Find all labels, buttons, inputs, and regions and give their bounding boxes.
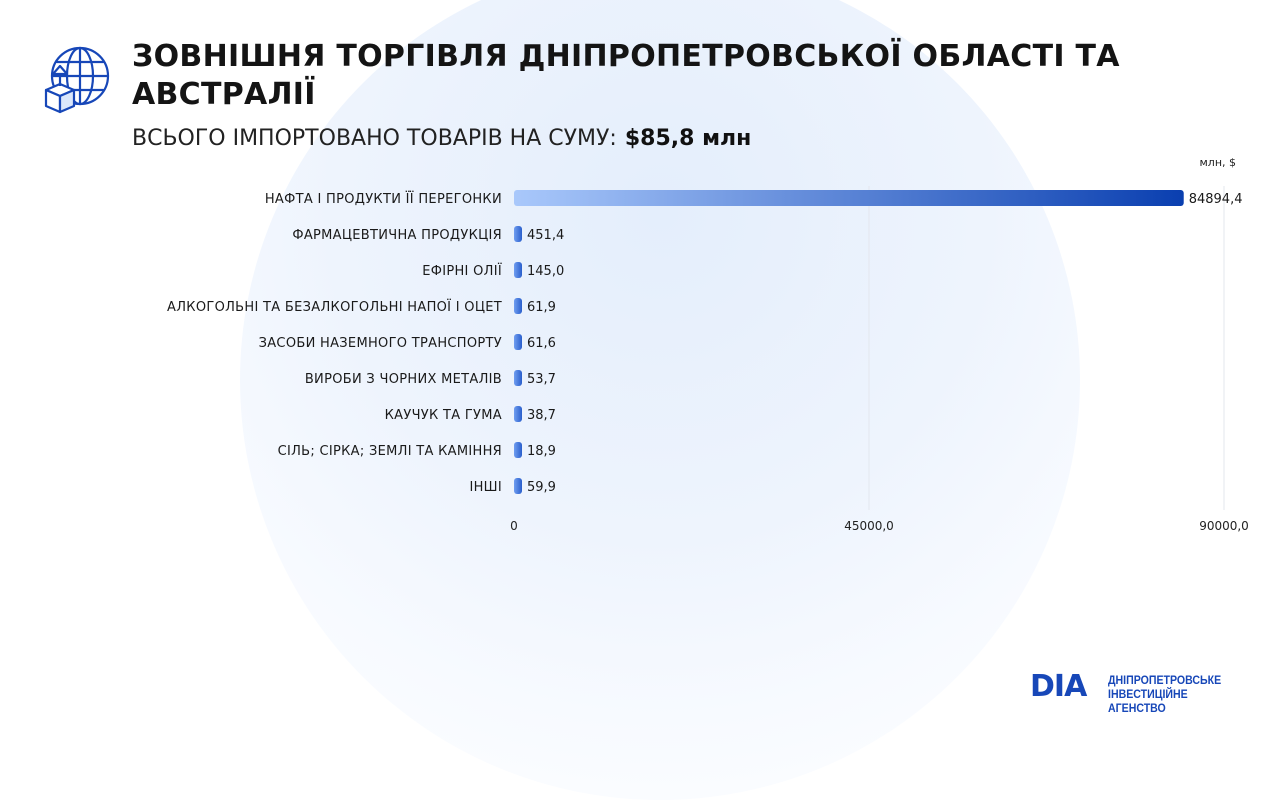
category-label: ЗАСОБИ НАЗЕМНОГО ТРАНСПОРТУ [259, 336, 502, 351]
category-label: ЕФІРНІ ОЛІЇ [422, 263, 502, 279]
x-tick-label: 0 [510, 519, 518, 533]
bar [514, 406, 522, 422]
value-label: 18,9 [527, 444, 556, 459]
value-label: 145,0 [527, 264, 564, 279]
bar [514, 190, 1184, 206]
category-label: СІЛЬ; СІРКА; ЗЕМЛІ ТА КАМІННЯ [278, 444, 502, 459]
import-summary: ВСЬОГО ІМПОРТОВАНО ТОВАРІВ НА СУМУ: $85,8… [132, 126, 751, 151]
gridlines [868, 186, 1225, 510]
value-label: 53,7 [527, 372, 556, 387]
import-bar-chart: НАФТА І ПРОДУКТИ ЇЇ ПЕРЕГОНКИ ФАРМАЦЕВТИЧ… [167, 186, 1249, 533]
value-label: 61,6 [527, 336, 556, 351]
bars [514, 190, 1184, 494]
logo-text: ДНІПРОПЕТРОВСЬКЕ ІНВЕСТИЦІЙНЕ АГЕНСТВО [1108, 674, 1237, 716]
bar [514, 334, 522, 350]
bar [514, 262, 522, 278]
summary-amount: $85,8 млн [624, 126, 752, 151]
x-tick-label: 45000,0 [844, 519, 894, 533]
bar [514, 478, 522, 494]
background-circle [240, 0, 1080, 800]
category-labels: НАФТА І ПРОДУКТИ ЇЇ ПЕРЕГОНКИ ФАРМАЦЕВТИЧ… [167, 191, 502, 495]
value-label: 84894,4 [1189, 192, 1243, 207]
x-axis-ticks: 0 45000,0 90000,0 [510, 519, 1249, 533]
value-label: 59,9 [527, 480, 556, 495]
value-label: 38,7 [527, 408, 556, 423]
page-title: ЗОВНІШНЯ ТОРГІВЛЯ ДНІПРОПЕТРОВСЬКОЇ ОБЛА… [132, 39, 1120, 112]
category-label: ВИРОБИ З ЧОРНИХ МЕТАЛІВ [305, 372, 502, 387]
value-label: 61,9 [527, 300, 556, 315]
logo-mark: DIA [1030, 669, 1087, 704]
bar [514, 370, 522, 386]
category-label: НАФТА І ПРОДУКТИ ЇЇ ПЕРЕГОНКИ [265, 191, 502, 207]
unit-label: млн, $ [1199, 156, 1236, 169]
value-labels: 84894,4 451,4 145,0 61,9 61,6 53,7 38,7 18,9 59,… [527, 192, 1242, 495]
category-label: ІНШІ [469, 480, 502, 495]
category-label: КАУЧУК ТА ГУМА [385, 408, 502, 423]
bar [514, 298, 522, 314]
logo-line-2: ІНВЕСТИЦІЙНЕ АГЕНСТВО [1108, 689, 1188, 715]
bar [514, 226, 522, 242]
x-tick-label: 90000,0 [1199, 519, 1249, 533]
bar [514, 442, 522, 458]
value-label: 451,4 [527, 228, 564, 243]
category-label: ФАРМАЦЕВТИЧНА ПРОДУКЦІЯ [292, 228, 502, 243]
summary-label: ВСЬОГО ІМПОРТОВАНО ТОВАРІВ НА СУМУ: [132, 126, 617, 151]
category-label: АЛКОГОЛЬНІ ТА БЕЗАЛКОГОЛЬНІ НАПОЇ І ОЦЕТ [167, 299, 502, 315]
globe-box-icon [44, 46, 110, 114]
logo-line-1: ДНІПРОПЕТРОВСЬКЕ [1108, 675, 1222, 687]
